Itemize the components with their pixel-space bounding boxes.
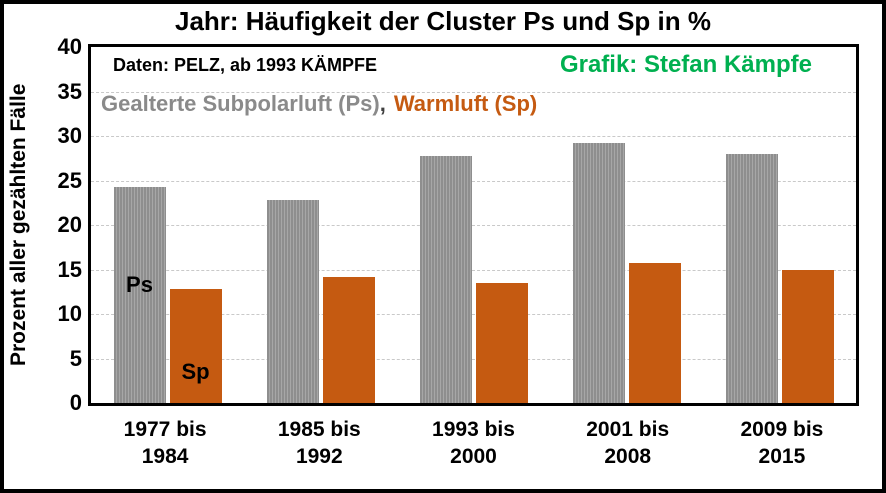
bar-ps-group3: [419, 155, 472, 403]
chart-title: Jahr: Häufigkeit der Cluster Ps und Sp i…: [175, 6, 711, 36]
x-axis-category-label: 1977 bis 1984: [123, 418, 207, 468]
y-tick-label: 30: [57, 123, 82, 148]
y-tick-label: 10: [57, 301, 82, 326]
y-tick-label: 5: [69, 345, 82, 371]
bar-ps-group2: [266, 200, 319, 403]
x-axis-category-label: 2001 bis 2008: [586, 418, 670, 468]
credit-note: Grafik: Stefan Kämpfe: [559, 51, 812, 78]
series-label-ps: Ps: [126, 272, 153, 297]
y-tick-label: 35: [57, 78, 82, 104]
gridline: [91, 269, 856, 271]
bar-ps-group5: [725, 153, 778, 403]
bar-ps-group4: [572, 143, 625, 403]
y-tick-label: 25: [57, 167, 82, 193]
bar-ps-group1: [113, 186, 166, 403]
plot-area: Daten: PELZ, ab 1993 KÄMPFE Grafik: Stef…: [88, 44, 859, 406]
data-source-note: Daten: PELZ, ab 1993 KÄMPFE: [113, 55, 378, 75]
gridline: [91, 180, 856, 182]
y-tick-label: 15: [57, 256, 82, 282]
x-axis-labels: 1977 bis 1984 1985 bis 1992 1993 bis 2000 2001…: [88, 416, 859, 470]
y-tick-label: 20: [57, 212, 82, 237]
y-tick-label: 40: [57, 34, 82, 59]
gridline: [91, 91, 856, 93]
series-label-sp: Sp: [181, 359, 210, 384]
bar-sp-group2: [322, 276, 375, 403]
x-axis-category-label: 1993 bis 2000: [432, 418, 515, 468]
gridline: [91, 314, 856, 315]
bar-sp-group5: [781, 270, 834, 403]
gridline: [91, 225, 856, 226]
y-axis-ticks: 0 5 10 15 20 25 30 35 40: [4, 34, 82, 415]
legend-separator: ,: [379, 91, 386, 116]
legend-item-sp: Warmluft (Sp): [393, 91, 538, 116]
y-tick-label: 0: [69, 390, 82, 415]
x-axis-category-label: 1985 bis 1992: [277, 418, 361, 468]
gridline: [91, 358, 856, 360]
bar-sp-group4: [628, 263, 681, 403]
legend-item-ps: Gealterte Subpolarluft (Ps): [101, 91, 380, 116]
gridline: [91, 136, 856, 137]
bar-sp-group1: [169, 289, 222, 403]
x-axis-category-label: 2009 bis 2015: [740, 418, 824, 468]
legend: Gealterte Subpolarluft (Ps), Warmluft (Sp…: [101, 91, 537, 117]
bar-sp-group3: [475, 282, 528, 403]
